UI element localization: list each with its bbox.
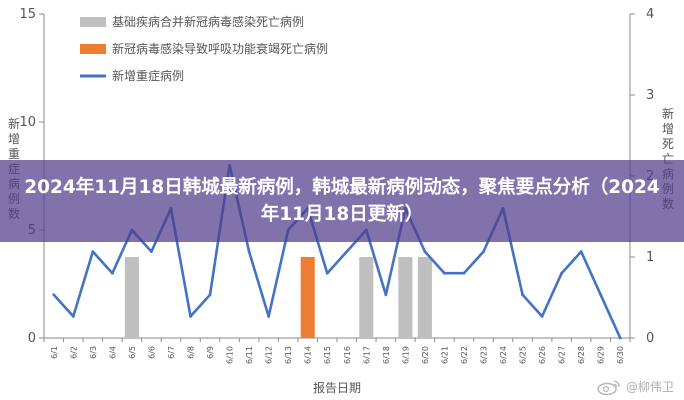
x-tick-label: 6/20 <box>421 346 430 364</box>
x-tick-label: 6/5 <box>128 346 137 359</box>
y-right-tick-label: 0 <box>646 331 654 346</box>
line-point-6-6 <box>150 250 153 254</box>
x-tick-label: 6/24 <box>499 346 508 364</box>
line-point-6-18 <box>384 293 388 297</box>
bar-0-6-5 <box>124 257 139 338</box>
y-left-tick-label: 15 <box>19 7 36 22</box>
line-point-6-28 <box>579 250 583 254</box>
x-tick-label: 6/10 <box>226 346 235 364</box>
y-left-tick-label: 0 <box>28 331 36 346</box>
x-axis-title: 报告日期 <box>313 380 361 395</box>
banner-title: 2024年11月18日韩城最新病例，韩城最新病例动态，聚焦要点分析（2024年1… <box>24 177 660 225</box>
x-tick-label: 6/15 <box>323 346 332 364</box>
x-tick-label: 6/21 <box>440 346 449 364</box>
line-point-6-4 <box>110 271 114 275</box>
x-tick-label: 6/4 <box>108 346 117 359</box>
x-tick-label: 6/11 <box>245 346 254 364</box>
x-tick-label: 6/28 <box>577 346 586 364</box>
watermark-text: @柳伟卫 <box>625 380 674 394</box>
watermark: @柳伟卫 <box>596 378 674 395</box>
x-tick-label: 6/19 <box>401 346 410 364</box>
legend-swatch-1 <box>80 44 106 54</box>
x-tick-label: 6/23 <box>480 346 489 364</box>
x-tick-label: 6/8 <box>187 346 196 359</box>
weibo-logo-icon <box>597 379 620 395</box>
line-series-severe-cases <box>52 163 622 340</box>
x-tick-label: 6/9 <box>206 346 215 359</box>
x-tick-label: 6/14 <box>304 346 313 364</box>
x-tick-label: 6/22 <box>460 346 469 364</box>
x-tick-label: 6/25 <box>519 346 528 364</box>
y-right-tick-label: 1 <box>646 250 654 265</box>
y-right-tick-label: 4 <box>646 7 654 22</box>
x-tick-label: 6/30 <box>616 346 625 364</box>
x-tick-label: 6/18 <box>382 346 391 364</box>
line-point-6-16 <box>345 250 349 254</box>
line-point-6-2 <box>71 315 75 318</box>
x-tick-label: 6/7 <box>167 346 176 359</box>
line-point-6-15 <box>325 271 329 275</box>
legend-swatch-0 <box>80 17 106 27</box>
x-tick-label: 6/6 <box>147 346 156 359</box>
line-point-6-29 <box>599 293 603 297</box>
legend-label-1: 新冠病毒感染导致呼吸功能衰竭死亡病例 <box>112 41 328 56</box>
x-tick-label: 6/17 <box>362 346 371 364</box>
line-point-6-9 <box>208 293 212 297</box>
line-point-6-21 <box>443 271 446 275</box>
legend-label-0: 基础疾病合并新冠病毒感染死亡病例 <box>112 14 304 29</box>
line-point-6-27 <box>560 271 564 275</box>
line-point-6-1 <box>52 293 56 297</box>
bar-0-6-19 <box>398 257 413 338</box>
x-tick-label: 6/13 <box>284 346 293 364</box>
x-tick-label: 6/1 <box>50 346 59 359</box>
line-point-6-30 <box>618 336 622 340</box>
line-point-6-3 <box>91 250 95 254</box>
x-tick-label: 6/2 <box>69 346 78 359</box>
title-banner: 2024年11月18日韩城最新病例，韩城最新病例动态，聚焦要点分析（2024年1… <box>0 160 684 242</box>
y-left-tick-label: 10 <box>19 115 36 130</box>
y-right-tick-label: 3 <box>646 88 654 103</box>
line-point-6-23 <box>482 250 485 254</box>
x-tick-label: 6/3 <box>89 346 98 359</box>
x-tick-label: 6/16 <box>343 346 352 364</box>
x-tick-label: 6/26 <box>538 346 547 364</box>
line-point-6-22 <box>462 271 466 275</box>
line-point-6-20 <box>423 250 427 254</box>
line-point-6-12 <box>267 315 271 318</box>
bar-0-6-17 <box>359 257 374 338</box>
x-tick-label: 6/29 <box>597 346 606 364</box>
legend-label-2: 新增重症病例 <box>112 68 184 83</box>
line-point-6-26 <box>540 315 544 318</box>
bar-0-6-20 <box>417 257 432 338</box>
x-tick-label: 6/27 <box>558 346 567 364</box>
bar-1-6-14 <box>300 257 315 338</box>
line-point-6-8 <box>189 315 192 318</box>
line-point-6-11 <box>247 250 251 254</box>
line-point-6-25 <box>521 293 524 297</box>
x-tick-label: 6/12 <box>265 346 274 364</box>
